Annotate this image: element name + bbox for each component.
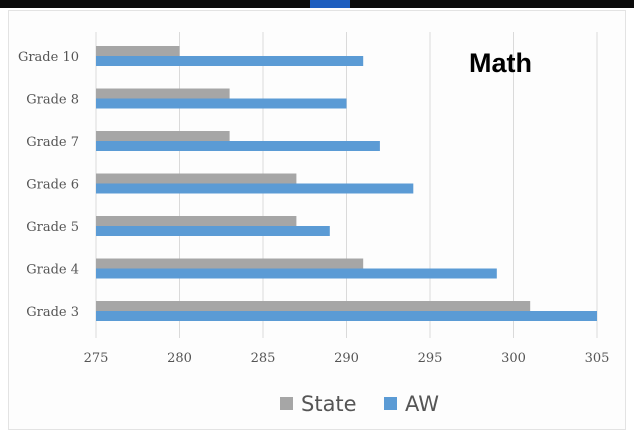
bar-state-grade-6	[96, 173, 297, 184]
bar-state-grade-8	[96, 88, 230, 99]
bar-state-grade-10	[96, 46, 180, 56]
bar-aw-grade-5	[96, 226, 330, 236]
category-label: Grade 5	[26, 220, 79, 235]
category-labels: Grade 10 Grade 8 Grade 7 Grade 6 Grade 5 Grad…	[18, 50, 79, 320]
bar-state-grade-3	[96, 301, 531, 311]
category-label: Grade 6	[26, 178, 79, 193]
bar-aw-grade-7	[96, 141, 380, 151]
legend-label-state: State	[301, 392, 357, 416]
bar-aw-grade-6	[96, 183, 414, 194]
bar-aw-grade-8	[96, 98, 347, 109]
legend-swatch-aw	[384, 397, 397, 410]
chart-title: Math	[469, 48, 532, 78]
category-label: Grade 4	[26, 263, 79, 278]
tick-label: 275	[84, 351, 109, 366]
bar-aw-grade-4	[96, 268, 497, 279]
bar-aw-grade-10	[96, 56, 364, 66]
legend: State AW	[280, 392, 439, 416]
tick-label: 295	[418, 351, 443, 366]
tick-label: 305	[585, 351, 610, 366]
top-accent	[310, 0, 350, 8]
bar-state-grade-4	[96, 258, 364, 269]
tick-labels: 275 280 285 290 295 300 305	[84, 351, 610, 366]
bar-aw-grade-3	[96, 311, 597, 321]
category-label: Grade 10	[18, 50, 79, 65]
tick-label: 300	[501, 351, 526, 366]
tick-label: 280	[167, 351, 192, 366]
tick-label: 290	[334, 351, 359, 366]
legend-label-aw: AW	[405, 392, 439, 416]
bar-state-grade-5	[96, 216, 297, 226]
legend-swatch-state	[280, 397, 293, 410]
tick-label: 285	[251, 351, 276, 366]
category-label: Grade 3	[26, 305, 79, 320]
bars	[96, 46, 597, 321]
bar-state-grade-7	[96, 131, 230, 141]
category-label: Grade 7	[26, 135, 79, 150]
category-label: Grade 8	[26, 93, 79, 108]
